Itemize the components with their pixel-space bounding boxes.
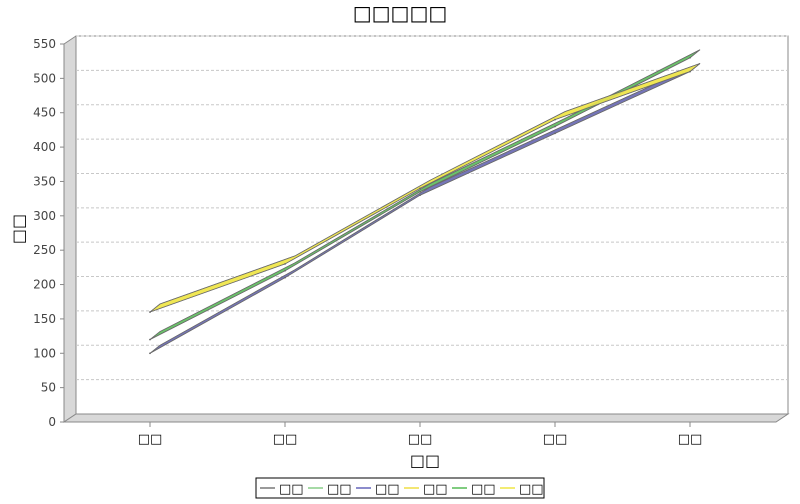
legend-box: [255, 477, 545, 499]
legend-item: □□: [308, 482, 352, 497]
y-tick-label: 0: [48, 415, 56, 429]
y-tick-label: 400: [33, 140, 56, 154]
y-tick-label: 350: [33, 174, 56, 188]
legend-item: □□: [260, 482, 304, 497]
y-tick-label: 300: [33, 209, 56, 223]
y-axis: 0 50 100 150 200 250 300 350 400 450 500 550: [33, 37, 64, 429]
series-ribbon: [149, 49, 701, 340]
x-axis-label: □□: [410, 451, 440, 470]
y-tick-label: 200: [33, 278, 56, 292]
data-point: [149, 338, 151, 341]
chart-title: □□□□□: [353, 1, 447, 25]
plot-background: [75, 35, 789, 415]
data-point: [419, 187, 421, 190]
y-tick-label: 100: [33, 346, 56, 360]
data-point: [554, 125, 556, 128]
gridlines: [76, 35, 788, 381]
data-point: [284, 270, 286, 272]
legend-label: □□: [471, 482, 496, 497]
series-line: [149, 63, 701, 313]
x-tick-label: □□: [138, 432, 163, 447]
legend-label: □□: [327, 482, 352, 497]
y-axis-label: □□: [9, 214, 28, 244]
x-tick-label: □□: [543, 432, 568, 447]
y-tick-label: 500: [33, 71, 56, 85]
plot-frame: [62, 35, 790, 423]
y-tick-label: 450: [33, 106, 56, 120]
y-tick-label: 550: [33, 37, 56, 51]
x-tick-label: □□: [408, 432, 433, 447]
plot-wall-left: [63, 35, 77, 423]
legend-label: □□: [375, 482, 400, 497]
data-point: [419, 190, 421, 193]
y-tick-label: 250: [33, 243, 56, 257]
legend-label: □□: [279, 482, 304, 497]
y-tick-label: 150: [33, 312, 56, 326]
data-point: [284, 276, 286, 279]
legend-item: □□: [404, 482, 448, 497]
series-line: [149, 49, 701, 341]
legend-label: □□: [423, 482, 448, 497]
legend-item: □□: [452, 482, 496, 497]
data-point: [689, 56, 691, 59]
legend-item: □□: [500, 482, 544, 497]
series-layer: [149, 49, 701, 355]
data-point: [554, 132, 556, 135]
data-point: [554, 118, 556, 121]
data-point: [149, 352, 151, 355]
plot-floor: [62, 413, 790, 423]
legend-item: □□: [356, 482, 400, 497]
legend-label: □□: [519, 482, 544, 497]
data-point: [689, 70, 691, 73]
x-tick-label: □□: [678, 432, 703, 447]
data-point: [419, 194, 421, 196]
x-tick-label: □□: [273, 432, 298, 447]
x-axis: □□ □□ □□ □□ □□: [138, 422, 703, 447]
data-point: [149, 311, 151, 313]
y-tick-label: 50: [41, 381, 56, 395]
series-ribbon: [149, 63, 701, 313]
data-point: [284, 263, 286, 265]
legend: □□ □□ □□ □□ □□ □□: [255, 477, 545, 499]
